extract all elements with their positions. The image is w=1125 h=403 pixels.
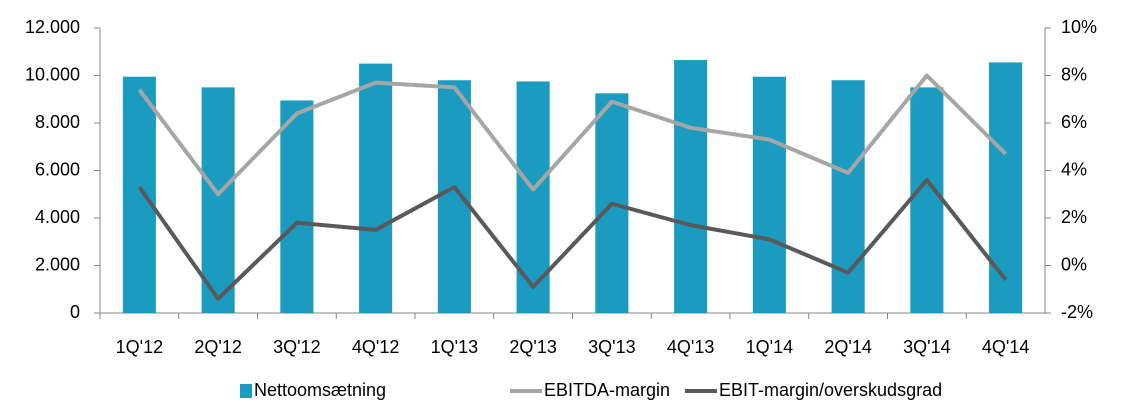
- bar: [910, 87, 944, 313]
- x-tick-label: 1Q'12: [116, 337, 163, 357]
- bar: [831, 80, 865, 313]
- bar: [280, 100, 314, 313]
- y-tick-label: 0: [70, 302, 80, 322]
- x-tick-label: 2Q'12: [194, 337, 241, 357]
- bar: [516, 81, 550, 313]
- y2-tick-label: 2%: [1061, 207, 1087, 227]
- y2-tick-label: 0%: [1061, 254, 1087, 274]
- line: [137, 73, 1008, 197]
- legend-label: Nettoomsætning: [254, 380, 386, 400]
- legend-label: EBITDA-margin: [544, 380, 670, 400]
- y2-tick-label: 6%: [1061, 112, 1087, 132]
- x-tick-label: 4Q'13: [667, 337, 714, 357]
- bar: [201, 87, 235, 313]
- bar: [752, 76, 786, 313]
- y-tick-label: 8.000: [35, 112, 80, 132]
- bar: [359, 63, 393, 313]
- y-tick-label: 12.000: [25, 17, 80, 37]
- x-tick-label: 2Q'13: [509, 337, 556, 357]
- y2-tick-label: 8%: [1061, 64, 1087, 84]
- x-tick-label: 1Q'13: [431, 337, 478, 357]
- y-tick-label: 2.000: [35, 254, 80, 274]
- bar: [989, 62, 1023, 313]
- x-tick-label: 1Q'14: [746, 337, 793, 357]
- x-tick-label: 4Q'14: [982, 337, 1029, 357]
- x-tick-label: 3Q'13: [588, 337, 635, 357]
- y2-tick-label: -2%: [1061, 302, 1093, 322]
- y2-tick-label: 4%: [1061, 159, 1087, 179]
- bar: [437, 80, 471, 313]
- y-tick-label: 10.000: [25, 64, 80, 84]
- x-tick-label: 2Q'14: [824, 337, 871, 357]
- legend-swatch: [240, 384, 252, 398]
- bar: [674, 60, 708, 313]
- y-tick-label: 6.000: [35, 159, 80, 179]
- bar: [122, 76, 156, 313]
- x-tick-label: 3Q'12: [273, 337, 320, 357]
- y2-tick-label: 10%: [1061, 17, 1097, 37]
- x-tick-label: 3Q'14: [903, 337, 950, 357]
- y-tick-label: 4.000: [35, 207, 80, 227]
- x-tick-label: 4Q'12: [352, 337, 399, 357]
- line: [137, 178, 1008, 301]
- legend-label: EBIT-margin/overskudsgrad: [719, 380, 942, 400]
